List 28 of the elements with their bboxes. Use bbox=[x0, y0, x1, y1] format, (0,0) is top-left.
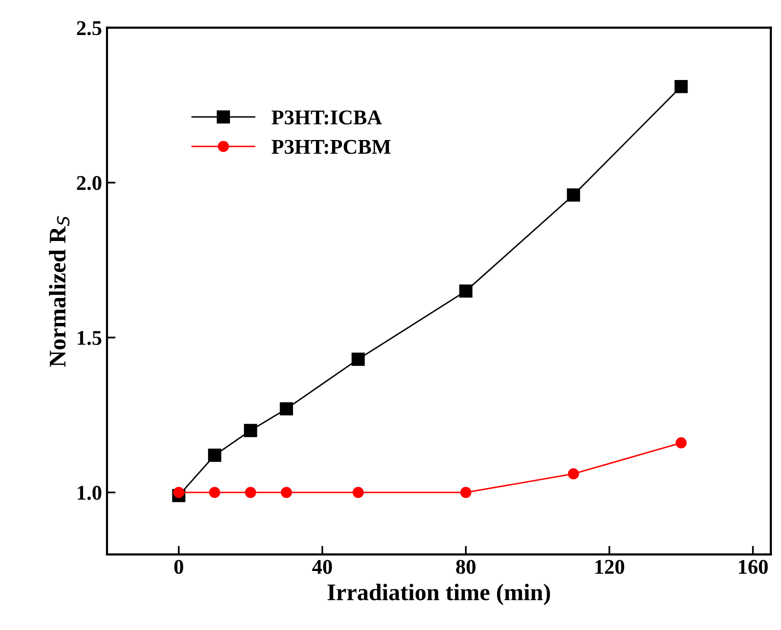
point bbox=[460, 486, 472, 498]
point bbox=[676, 437, 687, 448]
y-tick-label: 1.0 bbox=[78, 486, 102, 500]
y-tick-label: 1.5 bbox=[78, 331, 102, 346]
x-tick-label: 120 bbox=[595, 560, 624, 574]
legend-label: P3HT:ICBA bbox=[272, 110, 382, 125]
point bbox=[352, 486, 364, 498]
y-tick-label: 2.5 bbox=[76, 21, 102, 36]
point bbox=[674, 80, 688, 94]
point bbox=[244, 486, 256, 498]
point bbox=[352, 352, 365, 366]
x-tick-label: 40 bbox=[312, 560, 332, 574]
point bbox=[566, 188, 580, 202]
point bbox=[280, 486, 292, 498]
x-tick-label: 160 bbox=[738, 560, 768, 574]
y-tick-label: 2.0 bbox=[76, 176, 102, 190]
x-tick-label: 80 bbox=[456, 560, 476, 574]
point bbox=[209, 486, 220, 498]
point bbox=[244, 424, 258, 438]
x-axis-title: Irradiation time (min) bbox=[328, 584, 550, 606]
point bbox=[568, 468, 580, 480]
point bbox=[459, 284, 472, 298]
point bbox=[280, 402, 294, 416]
x-tick-label: 0 bbox=[174, 560, 184, 574]
y-axis-title: Normalized R$_{S}$ bbox=[48, 216, 70, 367]
point bbox=[208, 448, 222, 462]
legend-label: P3HT:PCBM bbox=[272, 140, 391, 154]
point bbox=[173, 486, 184, 498]
